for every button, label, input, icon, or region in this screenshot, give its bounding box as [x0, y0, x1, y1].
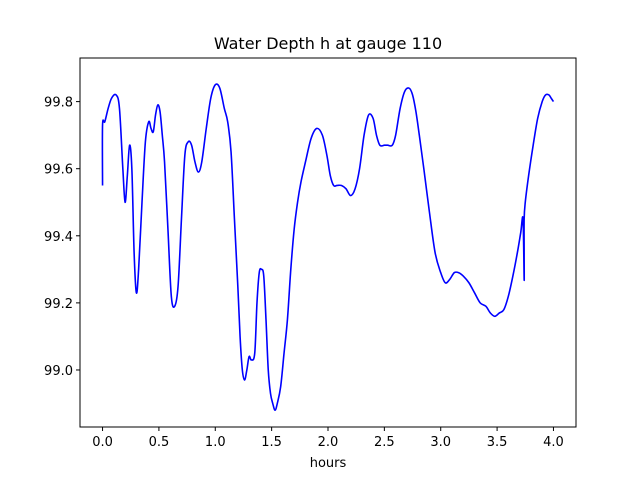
y-tick-label: 99.2: [44, 297, 73, 312]
y-tick-label: 99.0: [44, 364, 73, 379]
x-tick-label: 2.5: [374, 435, 395, 450]
series-line: [101, 83, 555, 412]
y-axis: 99.0 99.2 99.4 99.6 99.8: [44, 96, 80, 379]
x-tick-label: 1.0: [205, 435, 226, 450]
x-tick-label: 1.5: [261, 435, 282, 450]
y-tick-label: 99.8: [44, 96, 73, 111]
x-tick-label: 2.0: [318, 435, 339, 450]
x-tick-label: 3.0: [430, 435, 451, 450]
x-axis: 0.0 0.5 1.0 1.5 2.0 2.5 3.0 3.5 4.0: [92, 427, 564, 450]
x-tick-label: 4.0: [543, 435, 564, 450]
x-axis-label: hours: [310, 456, 347, 471]
y-tick-label: 99.4: [44, 230, 73, 245]
y-tick-label: 99.6: [44, 163, 73, 178]
x-tick-label: 0.5: [149, 435, 170, 450]
x-tick-label: 3.5: [487, 435, 508, 450]
series-layer: [101, 83, 555, 412]
x-tick-label: 0.0: [92, 435, 113, 450]
chart-title: Water Depth h at gauge 110: [214, 34, 442, 53]
